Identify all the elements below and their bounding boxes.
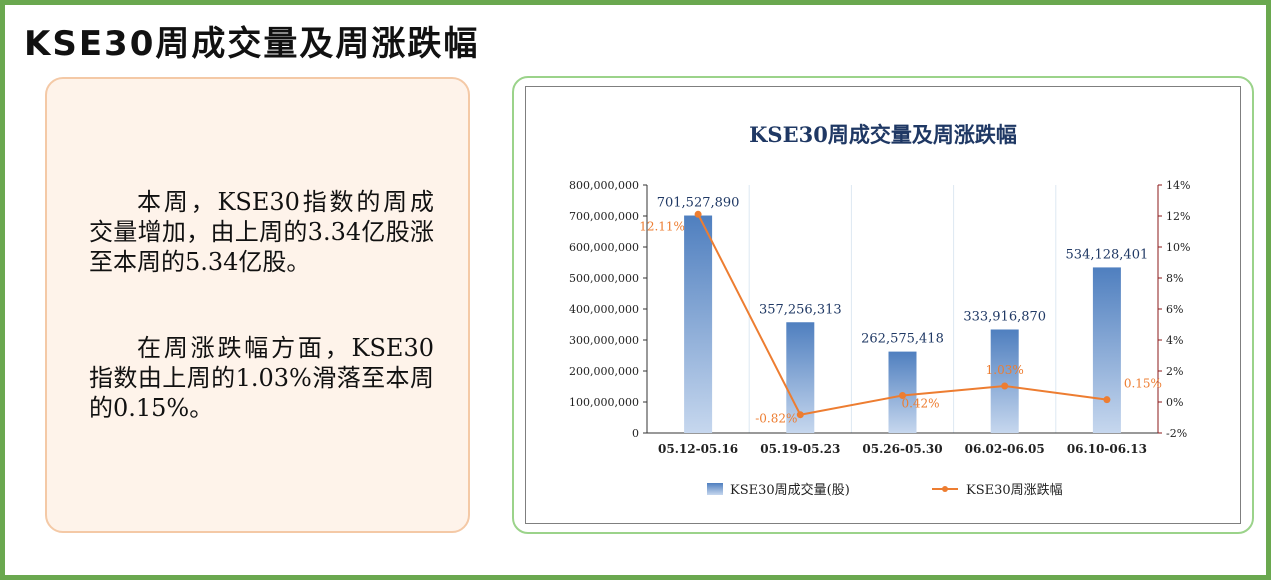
right-axis-tick-label: 6%: [1166, 303, 1183, 316]
right-axis-tick-label: -2%: [1166, 427, 1187, 440]
line-point: [796, 411, 804, 419]
left-axis-tick-label: 300,000,000: [569, 334, 639, 347]
left-axis-tick-label: 700,000,000: [569, 210, 639, 223]
bar-data-label: 534,128,401: [1066, 247, 1149, 262]
line-data-label: 1.03%: [986, 363, 1024, 377]
left-axis-tick-label: 800,000,000: [569, 179, 639, 192]
left-axis-tick-label: 200,000,000: [569, 365, 639, 378]
legend-bar-label: KSE30周成交量(股): [730, 482, 850, 498]
summary-volume-text: 本周，KSE30指数的周成交量增加，由上周的3.34亿股涨至本周的5.34亿股。: [89, 188, 434, 276]
combo-chart: KSE30周成交量及周涨跌幅 0 100,000,000 200,000,000 300…: [569, 122, 1190, 498]
right-axis-tick-label: 8%: [1166, 272, 1183, 285]
line-point: [1001, 382, 1009, 390]
left-axis-tick-label: 600,000,000: [569, 241, 639, 254]
right-axis-tick-label: 0%: [1166, 396, 1183, 409]
left-axis-tick-label: 100,000,000: [569, 396, 639, 409]
bar: [990, 329, 1019, 433]
x-axis-tick-label: 06.10-06.13: [1067, 442, 1147, 456]
right-axis-tick-label: 10%: [1166, 241, 1190, 254]
bar-data-label: 701,527,890: [657, 196, 740, 211]
summary-change-text: 在周涨跌幅方面，KSE30指数由上周的1.03%滑落至本周的0.15%。: [89, 334, 434, 422]
legend-line-label: KSE30周涨跌幅: [966, 482, 1063, 498]
bar-data-label: 357,256,313: [759, 302, 842, 317]
legend-bar-swatch: [707, 483, 723, 495]
line-data-label: -0.82%: [755, 412, 797, 426]
bar-data-label: 262,575,418: [861, 332, 944, 347]
x-axis-tick-label: 05.12-05.16: [658, 442, 738, 456]
x-axis-tick-label: 05.19-05.23: [760, 442, 840, 456]
chart-title: KSE30周成交量及周涨跌幅: [749, 122, 1017, 147]
line-point: [899, 391, 906, 399]
summary-panel: 本周，KSE30指数的周成交量增加，由上周的3.34亿股涨至本周的5.34亿股。…: [45, 77, 470, 533]
bar-data-label: 333,916,870: [963, 309, 1046, 324]
right-axis-tick-label: 4%: [1166, 334, 1183, 347]
legend-line-marker: [942, 486, 948, 492]
left-axis-tick-label: 0: [632, 427, 639, 440]
line-point: [1103, 396, 1111, 404]
left-axis-tick-label: 500,000,000: [569, 272, 639, 285]
page-title: KSE30周成交量及周涨跌幅: [24, 24, 480, 64]
line-point: [694, 210, 702, 218]
right-axis-tick-label: 12%: [1166, 210, 1190, 223]
line-data-label: 0.42%: [901, 396, 939, 410]
bar: [684, 215, 713, 433]
right-axis-tick-label: 2%: [1166, 365, 1183, 378]
chart-area: KSE30周成交量及周涨跌幅 0 100,000,000 200,000,000 300…: [525, 86, 1241, 524]
left-axis-tick-label: 400,000,000: [569, 303, 639, 316]
x-axis-tick-label: 05.26-05.30: [862, 442, 942, 456]
chart-panel: KSE30周成交量及周涨跌幅 0 100,000,000 200,000,000 300…: [512, 76, 1254, 534]
right-axis-tick-label: 14%: [1166, 179, 1190, 192]
bar: [1092, 267, 1121, 433]
x-axis-tick-label: 06.02-06.05: [965, 442, 1045, 456]
line-data-label: 0.15%: [1124, 377, 1162, 391]
line-data-label: 12.11%: [639, 219, 685, 233]
